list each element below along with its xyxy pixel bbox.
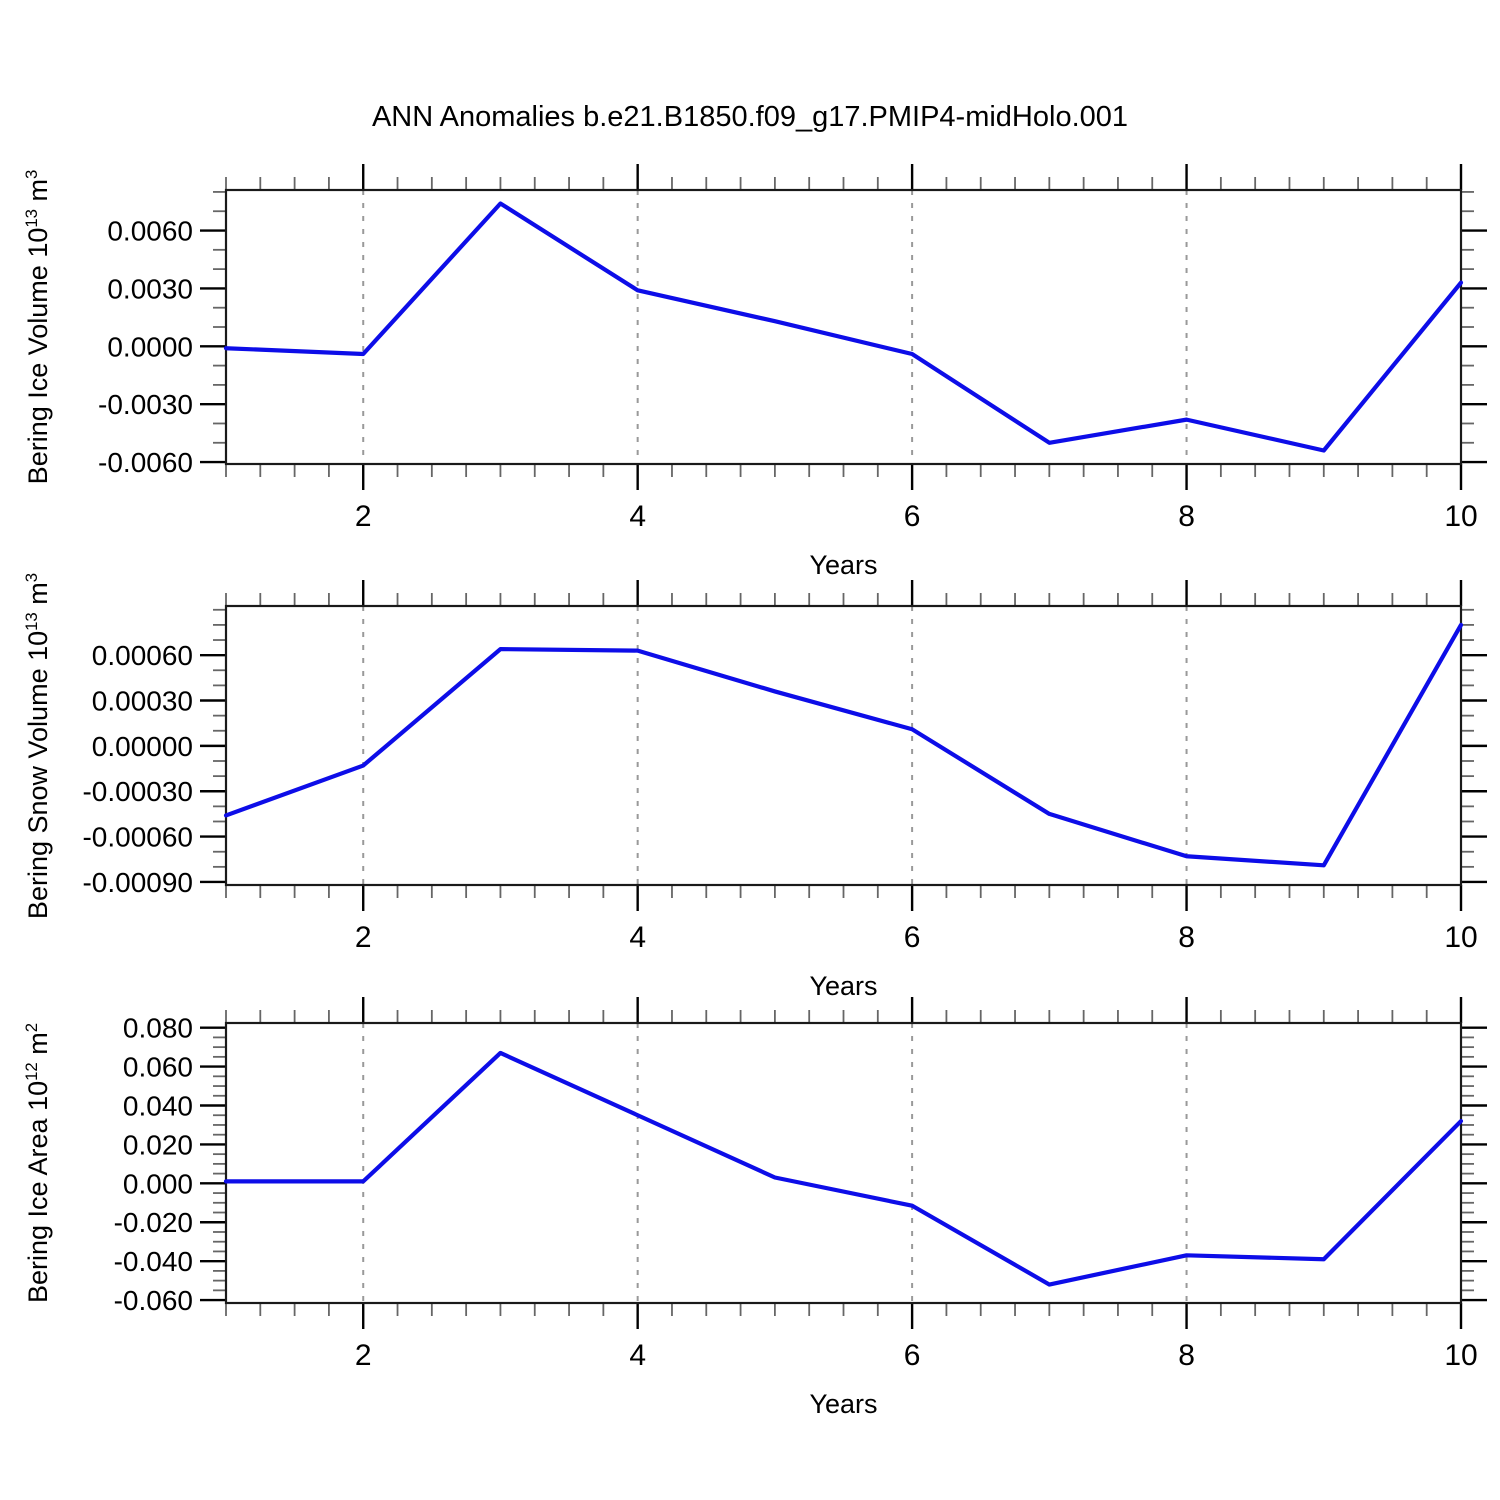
y-tick-label: 0.060 bbox=[123, 1052, 193, 1083]
x-tick-label: 8 bbox=[1178, 921, 1195, 954]
x-tick-label: 2 bbox=[355, 1339, 372, 1372]
y-tick-label: 0.00000 bbox=[92, 731, 193, 762]
anomaly-line-middle bbox=[223, 622, 1464, 868]
figure-title: ANN Anomalies b.e21.B1850.f09_g17.PMIP4-… bbox=[371, 101, 1129, 133]
x-tick-label: 10 bbox=[1444, 1339, 1477, 1372]
y-tick-label: -0.0030 bbox=[98, 389, 193, 420]
y-tick-label: 0.00060 bbox=[92, 640, 193, 671]
y-axis-title-text: Bering Ice Volume 10 bbox=[23, 227, 53, 485]
panel-frame-bottom bbox=[224, 1021, 1463, 1305]
y-axis-title-superscript: 12 bbox=[22, 1062, 41, 1081]
x-tick-label: 2 bbox=[355, 921, 372, 954]
y-tick-label: 0.0000 bbox=[107, 331, 193, 362]
x-tick-label: 6 bbox=[904, 1339, 921, 1372]
x-tick-label: 10 bbox=[1444, 500, 1477, 533]
x-tick-label: 4 bbox=[629, 1339, 646, 1372]
x-tick-label: 6 bbox=[904, 921, 921, 954]
y-tick-label: 0.0060 bbox=[107, 216, 193, 247]
panel-frame-top bbox=[224, 188, 1463, 466]
y-axis-title-superscript: 3 bbox=[22, 572, 41, 582]
x-tick-label: 4 bbox=[629, 500, 646, 533]
anomaly-line-top bbox=[223, 201, 1464, 453]
y-tick-label: -0.0060 bbox=[98, 447, 193, 478]
x-tick-label: 2 bbox=[355, 500, 372, 533]
x-tick-label: 4 bbox=[629, 921, 646, 954]
x-tick-label: 6 bbox=[904, 500, 921, 533]
y-axis-title-text: Bering Ice Area 10 bbox=[23, 1080, 53, 1304]
y-axis-title-superscript: 3 bbox=[22, 169, 41, 180]
y-tick-label: -0.00030 bbox=[82, 776, 193, 807]
y-tick-label: -0.040 bbox=[114, 1246, 193, 1277]
y-axis-title-text: m bbox=[23, 1032, 53, 1063]
x-axis-title-top: Years bbox=[809, 550, 878, 580]
y-tick-label: -0.020 bbox=[114, 1207, 193, 1238]
panel-frame-middle bbox=[224, 604, 1463, 887]
y-tick-label: 0.020 bbox=[123, 1129, 193, 1160]
x-axis-title-middle: Years bbox=[809, 971, 878, 1001]
x-tick-label: 10 bbox=[1444, 921, 1477, 954]
y-tick-label: 0.0030 bbox=[107, 273, 193, 304]
y-axis-title-bottom: Bering Ice Area 1012 m2 bbox=[6, 883, 58, 1443]
y-axis-title-text: m bbox=[23, 581, 53, 612]
y-axis-title-text: m bbox=[23, 179, 53, 210]
y-axis-title-superscript: 13 bbox=[22, 209, 41, 228]
x-tick-label: 8 bbox=[1178, 500, 1195, 533]
y-tick-label: 0.080 bbox=[123, 1013, 193, 1044]
y-tick-label: -0.00060 bbox=[82, 822, 193, 853]
y-axis-title-text: Bering Snow Volume 10 bbox=[23, 630, 53, 919]
x-axis-title-bottom: Years bbox=[809, 1389, 878, 1419]
y-tick-label: 0.000 bbox=[123, 1168, 193, 1199]
anomaly-line-bottom bbox=[223, 1050, 1464, 1287]
y-tick-label: 0.00030 bbox=[92, 686, 193, 717]
y-tick-label: -0.060 bbox=[114, 1285, 193, 1316]
y-axis-title-superscript: 13 bbox=[22, 611, 41, 631]
y-tick-label: -0.00090 bbox=[82, 867, 193, 898]
x-tick-label: 8 bbox=[1178, 1339, 1195, 1372]
y-tick-label: 0.040 bbox=[123, 1091, 193, 1122]
y-axis-title-superscript: 2 bbox=[22, 1022, 41, 1033]
